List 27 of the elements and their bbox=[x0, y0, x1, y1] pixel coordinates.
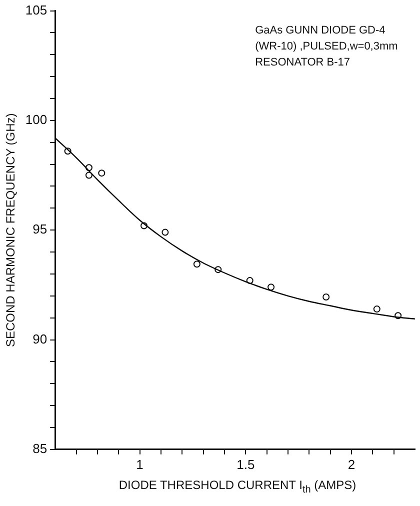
point bbox=[193, 260, 200, 268]
x-tick-label: 2 bbox=[348, 456, 356, 472]
point bbox=[85, 172, 92, 179]
annotation: (WR-10) ,PULSED,w=0,3mm bbox=[255, 40, 398, 52]
point bbox=[322, 293, 330, 300]
annotation: GaAs GUNN DIODE GD-4 bbox=[255, 24, 386, 36]
point bbox=[373, 306, 380, 313]
y-tick-label: 95 bbox=[32, 222, 48, 237]
point bbox=[162, 228, 169, 236]
point bbox=[85, 164, 92, 172]
point bbox=[64, 148, 72, 155]
point bbox=[140, 222, 148, 230]
point bbox=[214, 266, 222, 274]
y-axis-title: SECOND HARMONIC FREQUENCY (GHz) bbox=[4, 113, 18, 347]
line-series bbox=[55, 137, 415, 320]
point bbox=[246, 277, 254, 284]
y-tick-label: 90 bbox=[32, 331, 48, 346]
point bbox=[394, 312, 402, 320]
x-tick-label: 1.5 bbox=[236, 456, 255, 472]
x-tick-label: 1 bbox=[136, 456, 144, 472]
y-tick-label: 105 bbox=[25, 2, 48, 18]
x-axis-title: DIODE THRESHOLD CURRENT I$_{th}$ (AMPS) bbox=[118, 478, 358, 496]
y-tick-label: 100 bbox=[25, 112, 48, 128]
y-tick-label: 85 bbox=[32, 440, 48, 456]
point bbox=[98, 170, 106, 177]
annotation: RESONATOR B-17 bbox=[255, 56, 350, 68]
point bbox=[268, 284, 275, 291]
